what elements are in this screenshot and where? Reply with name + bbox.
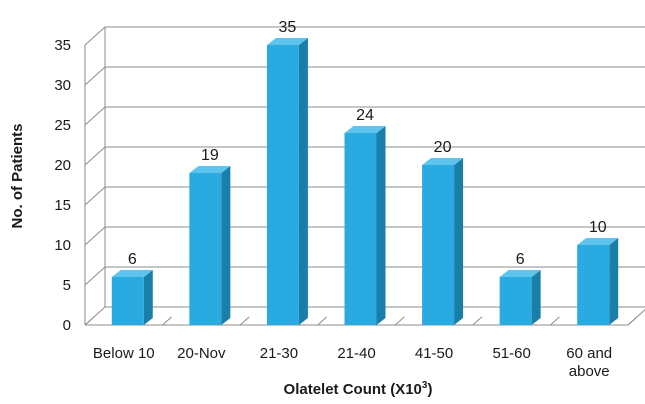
bar-side (531, 270, 541, 325)
bar-top (499, 270, 541, 277)
x-axis-title: Olatelet Count (X103) (284, 380, 433, 398)
floor-divider (317, 316, 328, 326)
y-tick-label: 10 (54, 237, 71, 254)
floor-divider (550, 316, 560, 326)
bar-top (422, 158, 464, 165)
bar-3 (344, 126, 386, 325)
y-tick-label: 0 (63, 317, 71, 334)
data-label-6: 10 (589, 219, 607, 236)
x-tick-label-2: 21-30 (260, 345, 298, 362)
data-label-4: 20 (434, 139, 452, 156)
x-tick-label-4: 41-50 (415, 345, 453, 362)
bar-top (266, 38, 308, 45)
bar-5 (499, 270, 541, 325)
bars (111, 38, 619, 325)
data-label-0: 6 (128, 251, 137, 268)
bar-6 (577, 238, 619, 325)
gridline-lead-15 (84, 186, 106, 206)
bar-side (454, 158, 464, 325)
x-tick-label-1: 20-Nov (177, 345, 226, 362)
x-axis-ticks: Below 10 20-Nov 21-30 21-40 41-50 51-60 60 and… (93, 345, 612, 380)
bar-4 (422, 158, 464, 325)
x-axis-title-main: Olatelet Count (X10 (284, 381, 422, 398)
floor-divider (162, 316, 172, 326)
bar-top (344, 126, 386, 133)
data-label-5: 6 (516, 251, 525, 268)
x-tick-label-6: 60 and above (566, 345, 612, 380)
floor-divider (394, 316, 405, 326)
y-tick-label: 35 (54, 37, 71, 54)
bar-front (344, 133, 377, 325)
x-tick-label-0: Below 10 (93, 345, 155, 362)
y-tick-label: 15 (54, 197, 71, 214)
x-axis-title-end: ) (427, 381, 432, 398)
gridline-lead-30 (84, 66, 106, 86)
gridline-lead-25 (84, 106, 106, 126)
y-tick-label: 25 (54, 117, 71, 134)
bar-side (221, 166, 231, 325)
y-tick-label: 5 (63, 277, 71, 294)
y-axis-ticks: 0 5 10 15 20 25 30 35 (54, 37, 71, 334)
bar-front (266, 45, 299, 325)
data-label-1: 19 (201, 147, 219, 164)
bar-1 (189, 166, 231, 325)
data-label-3: 24 (356, 107, 374, 124)
bar-side (143, 270, 153, 325)
bar-0 (111, 270, 153, 325)
y-axis-title: No. of Patients (9, 123, 26, 228)
bar-front (111, 277, 144, 325)
data-labels: 6 19 35 24 20 6 10 (128, 19, 607, 268)
bar-side (376, 126, 386, 325)
gridline-lead-20 (84, 146, 106, 166)
bar-front (499, 277, 532, 325)
gridline-lead-35 (84, 26, 106, 46)
gridline-lead-10 (84, 226, 106, 246)
bar-top (577, 238, 619, 245)
floor-divider (472, 316, 483, 326)
floor-divider (84, 316, 95, 326)
bar-front (422, 165, 455, 325)
floor-divider (627, 316, 638, 326)
bar-side (298, 38, 308, 325)
floor-divider (239, 316, 250, 326)
x-axis-title-superscript: 3 (422, 380, 428, 391)
y-tick-label: 30 (54, 77, 71, 94)
bar-top (111, 270, 153, 277)
bar-2 (266, 38, 308, 325)
bar-front (577, 245, 610, 325)
x-tick-label-5: 51-60 (492, 345, 530, 362)
x-tick-label-3: 21-40 (337, 345, 375, 362)
gridline-lead-5 (84, 266, 106, 286)
y-tick-label: 20 (54, 157, 71, 174)
data-label-2: 35 (279, 19, 297, 36)
bar-front (189, 173, 222, 325)
bar-top (189, 166, 231, 173)
bar-side (609, 238, 619, 325)
